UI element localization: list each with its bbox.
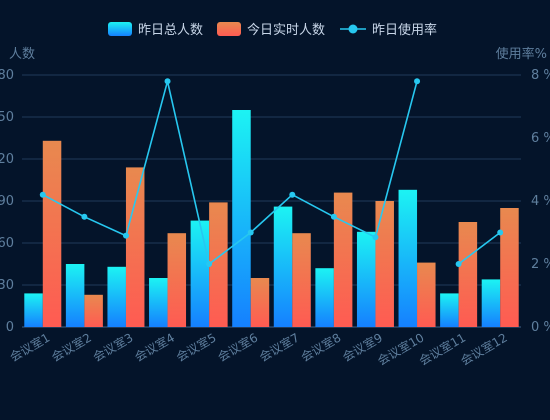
bar-yesterday-total bbox=[24, 293, 43, 327]
bar-yesterday-total bbox=[273, 206, 293, 327]
bar-today-realtime bbox=[42, 140, 62, 327]
category-label: 会议室8 bbox=[298, 330, 343, 365]
line-point bbox=[39, 191, 46, 198]
legend-swatch-yesterday-total bbox=[108, 22, 132, 36]
line-point bbox=[455, 261, 462, 267]
line-point bbox=[414, 78, 421, 85]
legend-label-usage-rate[interactable]: 昨日使用率 bbox=[372, 22, 437, 38]
line-point bbox=[122, 232, 129, 239]
bar-today-realtime bbox=[125, 167, 145, 327]
bar-yesterday-total bbox=[481, 279, 501, 327]
bar-today-realtime bbox=[417, 262, 436, 327]
bar-yesterday-total bbox=[232, 110, 251, 327]
legend-swatch-usage-point bbox=[348, 24, 358, 34]
bar-yesterday-total bbox=[190, 220, 210, 327]
left-tick-label: 180 bbox=[0, 68, 14, 83]
bar-today-realtime bbox=[250, 278, 270, 327]
right-tick-label: 6 % bbox=[531, 131, 550, 146]
line-point bbox=[206, 261, 213, 267]
line-point bbox=[247, 229, 254, 236]
right-tick-label: 8 % bbox=[531, 68, 550, 83]
bar-yesterday-total bbox=[65, 264, 85, 327]
bar-today-realtime bbox=[458, 222, 478, 327]
left-axis-name: 人数 bbox=[9, 47, 35, 62]
bar-today-realtime bbox=[500, 208, 519, 327]
legend-swatch-today-realtime bbox=[217, 22, 241, 36]
category-label: 会议室3 bbox=[90, 330, 135, 365]
right-tick-label: 2 % bbox=[531, 257, 550, 272]
line-point bbox=[330, 213, 337, 220]
bar-yesterday-total bbox=[315, 268, 334, 327]
left-tick-label: 150 bbox=[0, 110, 14, 125]
bar-today-realtime bbox=[333, 192, 353, 327]
bar-yesterday-total bbox=[440, 293, 459, 327]
left-tick-label: 0 bbox=[6, 320, 14, 335]
category-label: 会议室10 bbox=[375, 330, 427, 369]
line-point bbox=[81, 213, 88, 220]
category-label: 会议室11 bbox=[416, 330, 468, 369]
bar-today-realtime bbox=[84, 294, 103, 327]
grid-layer bbox=[22, 74, 521, 328]
legend[interactable]: 昨日总人数 今日实时人数 昨日使用率 bbox=[108, 22, 437, 38]
bar-layer bbox=[24, 110, 519, 327]
category-label: 会议室2 bbox=[49, 330, 94, 365]
line-point bbox=[497, 229, 504, 236]
category-label: 会议室7 bbox=[256, 330, 301, 365]
line-point bbox=[164, 78, 171, 85]
line-point bbox=[289, 191, 296, 198]
category-label: 会议室12 bbox=[458, 330, 510, 369]
category-label: 会议室6 bbox=[215, 330, 260, 365]
bar-yesterday-total bbox=[398, 189, 418, 327]
bar-today-realtime bbox=[167, 233, 187, 327]
bar-today-realtime bbox=[209, 202, 228, 327]
left-tick-label: 120 bbox=[0, 152, 14, 167]
bar-yesterday-total bbox=[149, 278, 168, 327]
legend-label-today-realtime[interactable]: 今日实时人数 bbox=[247, 22, 325, 38]
category-label: 会议室5 bbox=[173, 330, 218, 365]
left-tick-label: 60 bbox=[0, 236, 14, 251]
line-layer bbox=[39, 78, 504, 267]
line-point bbox=[372, 234, 379, 241]
bar-today-realtime bbox=[292, 233, 311, 327]
bar-today-realtime bbox=[375, 201, 394, 327]
bar-yesterday-total bbox=[107, 266, 126, 327]
line-usage-rate bbox=[42, 81, 501, 266]
left-tick-label: 30 bbox=[0, 278, 14, 293]
category-label: 会议室4 bbox=[132, 330, 177, 365]
right-tick-label: 4 % bbox=[531, 194, 550, 209]
bar-yesterday-total bbox=[356, 231, 376, 327]
legend-label-yesterday-total[interactable]: 昨日总人数 bbox=[138, 23, 203, 38]
right-axis-name: 使用率% bbox=[496, 46, 547, 62]
right-tick-label: 0 % bbox=[531, 320, 550, 335]
left-tick-label: 90 bbox=[0, 194, 14, 209]
